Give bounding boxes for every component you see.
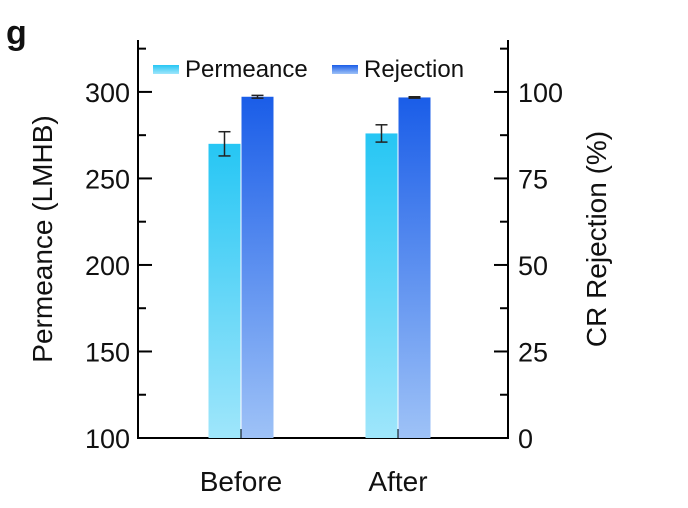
y-axis-label-right: CR Rejection (%) [581, 131, 612, 347]
x-tick-label: After [368, 466, 427, 497]
y-tick-label-right: 75 [518, 164, 548, 194]
legend-label-permeance: Permeance [185, 56, 308, 83]
panel-label: g [6, 14, 27, 52]
y-tick-label-left: 150 [85, 337, 130, 367]
y-tick-label-right: 100 [518, 78, 563, 108]
y-tick-label-right: 50 [518, 251, 548, 281]
y-tick-label-left: 100 [85, 424, 130, 454]
legend-swatch-rejection [332, 65, 358, 74]
bar-rejection-after [398, 97, 431, 438]
x-tick-label: Before [200, 466, 283, 497]
legend-label-rejection: Rejection [364, 56, 464, 83]
legend-swatch-permeance [153, 65, 179, 74]
y-tick-label-left: 300 [85, 78, 130, 108]
bar-permeance-before [208, 143, 241, 438]
bar-rejection-before [241, 96, 274, 438]
y-tick-label-left: 200 [85, 251, 130, 281]
y-axis-label-left: Permeance (LMHB) [27, 115, 58, 362]
y-tick-label-left: 250 [85, 164, 130, 194]
y-tick-label-right: 25 [518, 337, 548, 367]
y-tick-label-right: 0 [518, 424, 533, 454]
bar-permeance-after [365, 133, 398, 438]
